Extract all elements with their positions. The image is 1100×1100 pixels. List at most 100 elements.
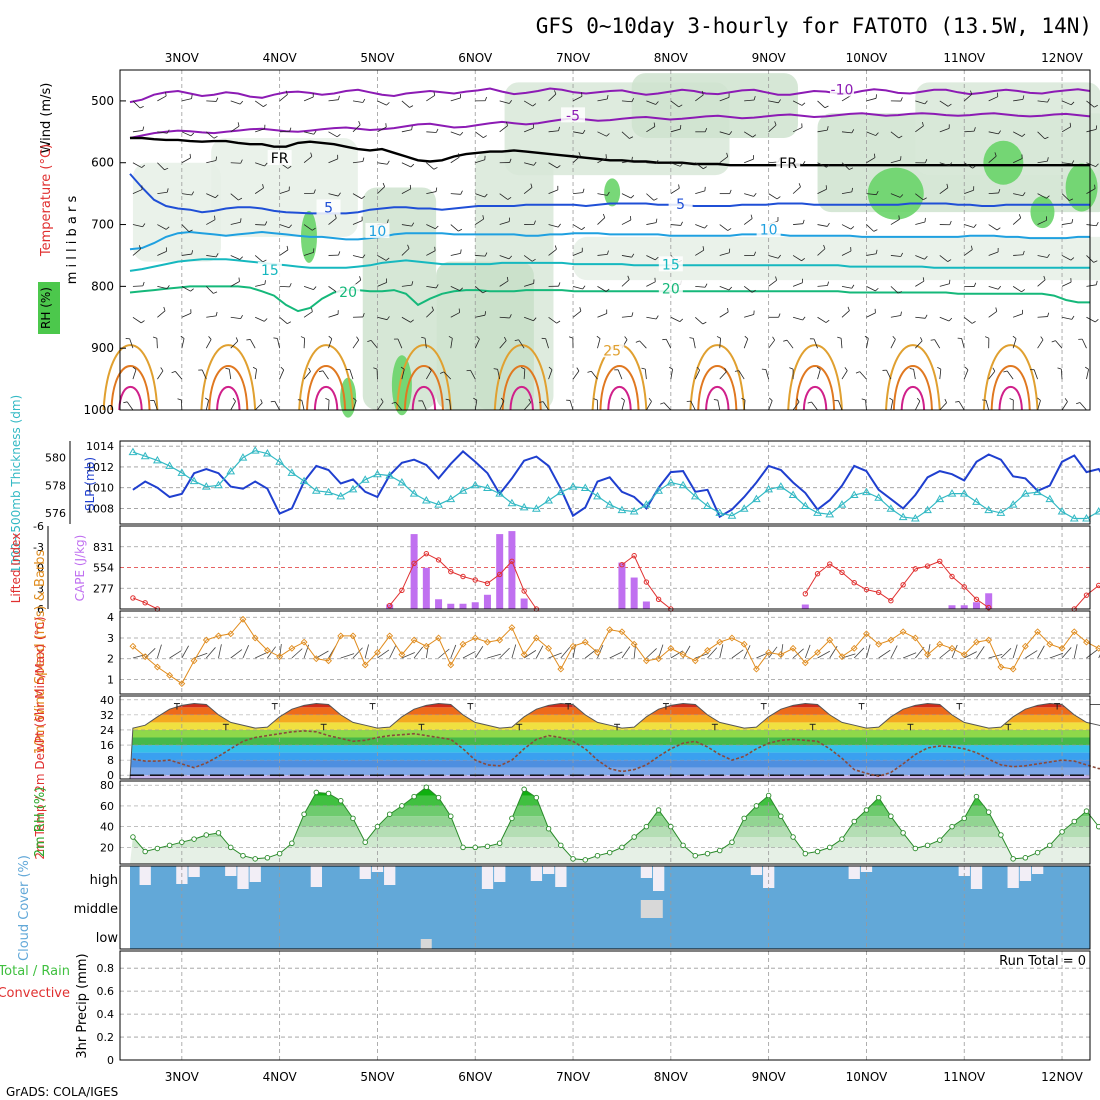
wind-barb xyxy=(890,400,894,411)
wind-barb xyxy=(401,188,411,194)
temperature-contour-35 xyxy=(705,385,730,411)
wind-speed-point xyxy=(740,640,748,648)
rh-band xyxy=(130,805,1090,817)
wind-barb xyxy=(768,400,773,411)
date-label-bottom: 11NOV xyxy=(943,1070,985,1084)
wind-barb xyxy=(572,285,583,290)
wind-barb-flag xyxy=(973,127,976,132)
wind-barb xyxy=(181,193,192,196)
wind-barb-flag xyxy=(1095,125,1098,130)
wind-barb xyxy=(1086,224,1097,227)
temperature-contour-FR xyxy=(130,136,1090,167)
wind-barb xyxy=(470,370,476,380)
wind-barb-flag xyxy=(435,284,439,289)
thickness-point xyxy=(727,511,737,519)
wind-barb xyxy=(322,370,329,380)
wind-barb xyxy=(1037,193,1047,199)
temperature-contour-10 xyxy=(129,230,1090,251)
lifted-index-line xyxy=(890,584,904,602)
wind-barb xyxy=(1086,649,1098,659)
wind-barb xyxy=(255,162,265,167)
wind-barb-flag xyxy=(680,221,683,226)
cape-bar xyxy=(960,605,968,609)
rh-point xyxy=(1059,829,1065,835)
wind-barb-flag xyxy=(1009,398,1014,401)
wind-barb xyxy=(792,316,803,321)
lifted-index-point xyxy=(888,598,894,604)
wind-barb xyxy=(230,401,236,411)
temperature-contour--10 xyxy=(129,87,1091,104)
wind-barb-flag xyxy=(310,152,313,157)
wind-barb xyxy=(744,314,754,318)
wind-barb xyxy=(939,162,950,167)
wind-barb xyxy=(206,193,216,199)
thickness-point xyxy=(703,501,712,510)
wind-speed-point xyxy=(667,644,675,652)
wind-speed-point xyxy=(496,636,504,644)
wind-barb xyxy=(328,131,338,138)
wind-barb-flag xyxy=(484,193,488,198)
rh-point xyxy=(814,848,821,855)
panel-frame-slp xyxy=(119,440,1091,525)
wind-barb-flag xyxy=(778,313,781,318)
wind-barb-flag xyxy=(264,280,266,285)
wind-barb-flag xyxy=(287,165,292,169)
wind-barb-flag xyxy=(539,401,544,403)
lifted-index-point xyxy=(435,557,442,563)
wind-barb xyxy=(169,650,182,659)
wind-barb xyxy=(499,280,509,287)
date-label-bottom: 10NOV xyxy=(846,1070,888,1084)
wind-barb xyxy=(157,131,168,134)
thickness-point xyxy=(898,512,908,521)
rh-band xyxy=(130,816,1090,827)
thickness-point xyxy=(910,513,920,522)
wind-barb xyxy=(377,126,387,133)
temperature-contour-30 xyxy=(110,365,151,411)
wind-barb xyxy=(548,248,557,256)
precip-tick-label: 0.8 xyxy=(97,962,115,975)
wind-barb xyxy=(964,224,974,228)
wind-barb-flag xyxy=(898,215,900,220)
panel-frame-wind xyxy=(119,610,1091,695)
rh-point xyxy=(753,803,760,809)
wind-barb xyxy=(780,644,784,659)
wind-barb-flag xyxy=(289,283,292,288)
wind-barb-flag xyxy=(849,167,854,170)
ytick-label: 600 xyxy=(91,156,114,170)
wind-barb-flag xyxy=(995,307,998,312)
wind-barb xyxy=(743,218,753,225)
thickness-point xyxy=(177,468,187,476)
contour-label-bg xyxy=(316,199,341,215)
wind-barb xyxy=(902,652,917,659)
wind-barb xyxy=(352,255,363,259)
wind-barb xyxy=(866,286,876,292)
wind-barb xyxy=(1013,254,1024,256)
wind-barb-flag xyxy=(142,281,145,286)
wind-barb xyxy=(254,402,263,411)
wind-barb-flag xyxy=(386,219,389,224)
panel-frame-up xyxy=(119,69,1091,411)
wind-barb-flag xyxy=(875,287,879,292)
contour-label: 20 xyxy=(339,285,357,301)
wind-barb-flag xyxy=(482,215,485,220)
wind-barb xyxy=(1037,339,1044,349)
temp-band xyxy=(130,737,1090,746)
rh-point xyxy=(802,850,809,857)
wind-barb xyxy=(395,401,403,411)
wind-barb xyxy=(205,400,209,411)
wind-barb xyxy=(743,131,753,138)
cloud-row-label: middle xyxy=(74,902,118,917)
wind-barb xyxy=(352,161,363,164)
wind-speed-point xyxy=(545,644,553,652)
wind-barb-flag xyxy=(796,398,800,403)
wind-barb xyxy=(1061,126,1071,133)
wind-barb xyxy=(254,100,264,107)
temperature-contour-30 xyxy=(697,365,738,411)
wind-barb-flag xyxy=(851,187,854,192)
wind-barb-flag xyxy=(970,245,973,250)
wind-barb xyxy=(866,131,876,136)
wind-barb xyxy=(988,155,997,164)
cape-bar xyxy=(435,599,443,609)
lifted-index-point xyxy=(1083,592,1090,598)
wind-barb xyxy=(377,649,390,659)
